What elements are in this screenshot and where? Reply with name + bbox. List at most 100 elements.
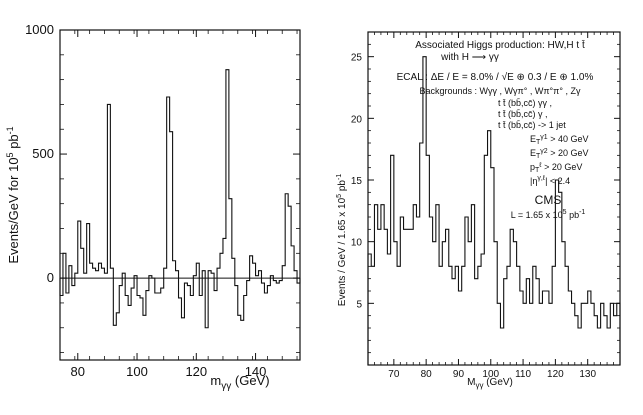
histogram-bin [184, 278, 187, 283]
histogram-bin [517, 266, 520, 365]
y-tick-label: 20 [351, 114, 363, 125]
histogram-bin [264, 278, 267, 293]
histogram-bin [513, 242, 516, 365]
x-tick-label: 80 [71, 364, 85, 379]
histogram-bin [220, 253, 223, 278]
histogram-step-line [367, 56, 621, 365]
histogram-bin [137, 278, 140, 295]
histogram-bin [568, 291, 571, 365]
histogram-bin [122, 273, 125, 278]
histogram-bin [146, 278, 149, 290]
annotation-cut-1: ETγ1 > 40 GeV [530, 134, 588, 146]
x-tick-label: 70 [388, 369, 400, 380]
histogram-bin [555, 180, 558, 365]
x-tick-label: 100 [482, 369, 499, 380]
histogram-bin [404, 229, 407, 365]
histogram-bin [149, 276, 152, 278]
histogram-bin [378, 229, 381, 365]
histogram-bin [413, 205, 416, 365]
histogram-bin [410, 229, 413, 365]
histogram-bin [267, 278, 270, 285]
histogram-bin [232, 258, 235, 278]
x-tick-label: 100 [126, 364, 148, 379]
right-x-axis-label: Mγγ (GeV) [467, 377, 513, 390]
histogram-bin [238, 278, 241, 315]
histogram-bin [381, 205, 384, 365]
y-tick-label: 10 [351, 238, 363, 249]
histogram-bin [187, 278, 190, 285]
histogram-bin [241, 278, 244, 320]
histogram-bin [205, 278, 208, 328]
histogram-bin [610, 303, 613, 365]
right-histogram-panel: 70 80 90 100 110 120 130 5 10 15 20 25 Events / GeV… [336, 31, 621, 390]
histogram-bin [63, 253, 66, 278]
histogram-bin [523, 303, 526, 365]
histogram-bin [113, 278, 116, 325]
histogram-bin [481, 254, 484, 365]
histogram-bin [588, 291, 591, 365]
annotation-bkg-3: t t̄ (bb̄,cc̄) γ , [498, 109, 548, 119]
histogram-bin [436, 205, 439, 365]
histogram-bin [202, 271, 205, 278]
y-tick-label: 25 [351, 53, 363, 64]
histogram-bin [270, 276, 273, 278]
histogram-bin [575, 316, 578, 365]
histogram-bin [250, 256, 253, 278]
histogram-bin [294, 271, 297, 278]
histogram-bin [226, 70, 229, 278]
histogram-bin [69, 266, 72, 278]
histogram-bin [110, 268, 113, 278]
histogram-bin [374, 205, 377, 365]
x-tick-label: 120 [547, 369, 564, 380]
x-tick-label: 90 [453, 369, 465, 380]
histogram-bin [173, 261, 176, 278]
histogram-bin [244, 278, 247, 295]
left-histogram-panel: 80 100 120 140 0 500 1000 Events/GeV for 105 p… [5, 22, 301, 392]
histogram-bin [504, 279, 507, 365]
x-tick-label: 80 [421, 369, 433, 380]
histogram-bin [601, 303, 604, 365]
histogram-bin [107, 104, 110, 278]
left-plot-frame [59, 29, 301, 361]
histogram-bin [193, 276, 196, 278]
histogram-bin [581, 303, 584, 365]
left-x-axis-label: mγγ (GeV) [210, 373, 269, 392]
histogram-bin [442, 242, 445, 365]
histogram-bin [96, 271, 99, 278]
histogram-bin [131, 278, 134, 288]
histogram-bin [259, 271, 262, 278]
histogram-bin [478, 266, 481, 365]
histogram-bin [397, 266, 400, 365]
histogram-bin [533, 266, 536, 365]
histogram-bin [90, 263, 93, 278]
histogram-bin [465, 217, 468, 365]
histogram-bin [181, 278, 184, 318]
histogram-bin [211, 273, 214, 278]
histogram-bin [273, 278, 276, 280]
histogram-bin [253, 263, 256, 278]
x-tick-label: 130 [579, 369, 596, 380]
right-plot-frame [367, 31, 621, 366]
annotation-cms: CMS [535, 193, 562, 207]
histogram-bin [99, 263, 102, 278]
annotation-backgrounds: Backgrounds : Wγγ , Wγπ° , Wπ°π° , Zγ [420, 86, 581, 96]
histogram-bin [614, 316, 617, 365]
histogram-bin [510, 229, 513, 365]
histogram-bin [291, 246, 294, 278]
histogram-bin [368, 254, 371, 365]
histogram-step-line [59, 69, 301, 329]
histogram-bin [520, 291, 523, 365]
histogram-bin [116, 278, 119, 313]
histogram-bin [235, 278, 238, 285]
histogram-bin [426, 155, 429, 365]
histogram-bin [387, 254, 390, 365]
histogram-bin [247, 278, 250, 280]
histogram-bin [572, 303, 575, 365]
x-tick-label: 140 [245, 364, 267, 379]
histogram-bin [420, 143, 423, 365]
histogram-bin [176, 271, 179, 278]
histogram-bin [491, 168, 494, 365]
x-tick-label: 110 [515, 369, 531, 380]
x-tick-label: 120 [185, 364, 207, 379]
histogram-bin [494, 242, 497, 365]
